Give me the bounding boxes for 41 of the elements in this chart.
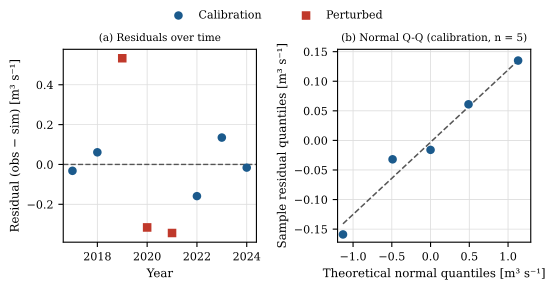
point: [338, 230, 348, 239]
point: [218, 133, 226, 142]
x-tick-label: 1.0: [500, 252, 516, 260]
y-tick-label: 0.15: [304, 48, 327, 56]
point: [93, 148, 102, 157]
x-tick-label: 2022: [184, 252, 210, 260]
x-axis-title: Year: [146, 268, 174, 278]
point: [192, 192, 202, 200]
y-tick-label: 0.00: [304, 136, 328, 145]
y-tick-label: 0.2: [36, 120, 52, 129]
legend-label: Calibration: [199, 10, 262, 19]
point: [464, 100, 473, 109]
point: [426, 146, 435, 154]
point: [68, 166, 77, 176]
y-tick-label: 0.05: [304, 106, 327, 116]
point: [242, 163, 252, 172]
y-tick-label: −0.05: [294, 166, 327, 174]
x-tick-label: 2018: [84, 252, 111, 260]
y-tick-label: −0.15: [294, 225, 327, 234]
y-tick-label: 0.10: [304, 77, 328, 86]
chart-title: (b) Normal Q-Q (calibration, n = 5): [342, 33, 526, 43]
legend-label: Perturbed: [326, 10, 382, 19]
chart-title: (a) Residuals over time: [100, 33, 220, 43]
x-tick-label: −0.5: [380, 252, 404, 260]
point: [388, 155, 397, 164]
y-tick-label: −0.2: [28, 200, 52, 209]
point: [118, 54, 127, 63]
y-axis-title: Residual (obs − sim) [m³ s⁻¹]: [10, 60, 20, 232]
y-tick-label: 0.4: [36, 80, 53, 90]
y-tick-label: −0.10: [294, 196, 328, 204]
x-axis-title: Theoretical normal quantiles [m³ s⁻¹]: [322, 268, 545, 280]
x-tick-label: 2024: [233, 252, 260, 260]
y-axis-title: Sample residual quantiles [m³ s⁻¹]: [276, 44, 288, 248]
x-tick-label: −1.0: [340, 252, 366, 260]
point: [514, 56, 522, 65]
x-tick-label: 0.5: [461, 252, 478, 260]
point: [142, 223, 152, 232]
y-tick-label: 0.0: [36, 160, 53, 169]
x-tick-label: 0.0: [422, 252, 439, 260]
x-tick-label: 2020: [134, 252, 161, 260]
point: [168, 228, 176, 238]
